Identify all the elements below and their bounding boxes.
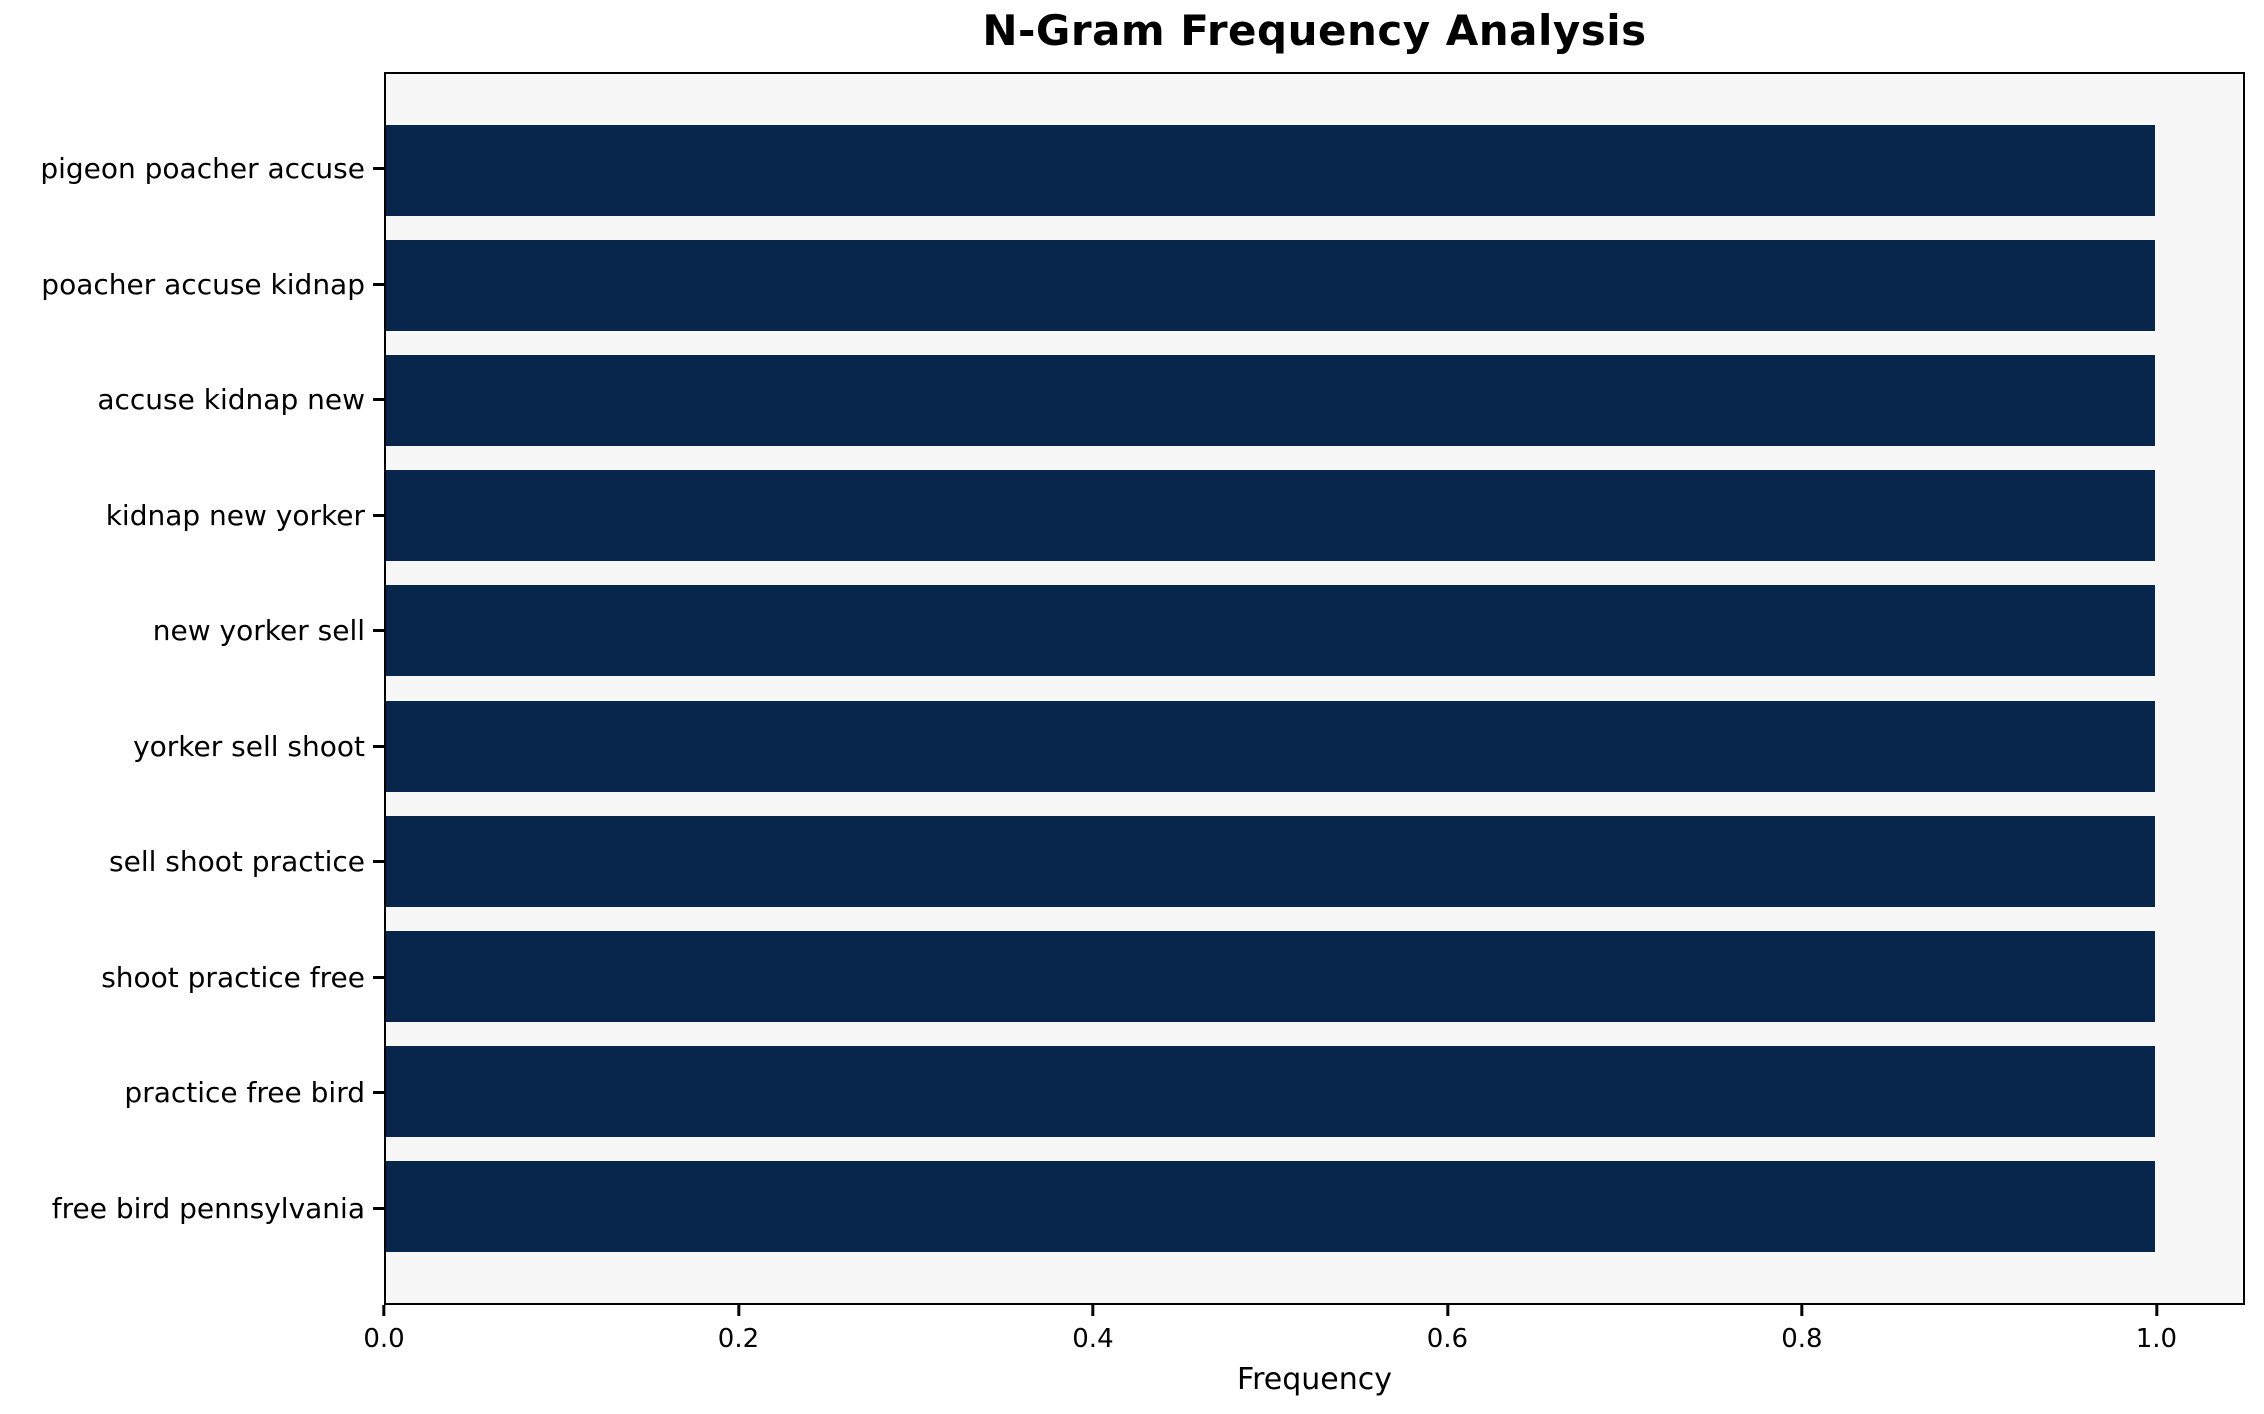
x-tick: 0.2 <box>718 1305 759 1354</box>
x-tick-mark <box>382 1305 386 1316</box>
y-axis-label: free bird pennsylvania <box>51 1191 365 1225</box>
y-tick-mark <box>373 744 384 748</box>
bar <box>386 1160 2155 1252</box>
y-tick-mark <box>373 167 384 170</box>
y-axis-row: free bird pennsylvania <box>0 1163 384 1254</box>
y-axis-row: pigeon poacher accuse <box>0 123 384 214</box>
y-axis-label: kidnap new yorker <box>105 498 365 532</box>
y-axis: pigeon poacher accuse poacher accuse kid… <box>0 72 384 1305</box>
x-tick-label: 0.6 <box>1426 1324 1469 1354</box>
bar <box>386 470 2155 562</box>
bar-row <box>386 125 2243 216</box>
x-tick-label: 1.0 <box>2135 1324 2178 1354</box>
y-axis-row: shoot practice free <box>0 932 384 1023</box>
y-axis-row: practice free bird <box>0 1047 384 1138</box>
y-axis-label: accuse kidnap new <box>97 383 365 417</box>
x-tick-mark <box>2154 1305 2158 1316</box>
bar-row <box>386 240 2243 332</box>
bar <box>386 1045 2155 1137</box>
y-tick-mark <box>373 398 384 402</box>
y-tick-mark <box>373 860 384 864</box>
plot-area <box>384 72 2245 1305</box>
x-tick: 0.0 <box>363 1305 405 1354</box>
y-tick-mark <box>373 1091 384 1095</box>
bar-row <box>386 1160 2243 1252</box>
y-tick-mark <box>373 282 384 286</box>
x-tick-mark <box>736 1305 740 1316</box>
chart-title: N-Gram Frequency Analysis <box>982 6 1647 55</box>
y-axis-label: new yorker sell <box>152 614 365 648</box>
x-tick-label: 0.2 <box>717 1324 760 1354</box>
y-axis-label: pigeon poacher accuse <box>40 152 365 185</box>
bar-row <box>386 355 2243 447</box>
x-tick-label: 0.4 <box>1072 1324 1114 1354</box>
x-tick: 0.6 <box>1427 1305 1468 1354</box>
y-tick-mark <box>373 513 384 517</box>
bar-row <box>386 585 2243 677</box>
bar-row <box>386 700 2243 792</box>
bar-row <box>386 470 2243 562</box>
bar <box>386 355 2155 447</box>
y-axis-label: yorker sell shoot <box>133 729 365 763</box>
y-tick-mark <box>373 1206 384 1210</box>
x-tick: 0.4 <box>1072 1305 1114 1354</box>
y-axis-row: new yorker sell <box>0 585 384 676</box>
y-axis-row: kidnap new yorker <box>0 470 384 561</box>
y-axis-row: accuse kidnap new <box>0 354 384 445</box>
y-axis-label: shoot practice free <box>101 960 365 994</box>
y-tick-mark <box>373 975 384 979</box>
bar-row <box>386 815 2243 907</box>
x-tick-mark <box>1091 1305 1095 1316</box>
y-axis-label: poacher accuse kidnap <box>41 267 365 301</box>
y-tick-mark <box>373 629 384 633</box>
y-axis-row: sell shoot practice <box>0 816 384 907</box>
bar <box>386 930 2155 1022</box>
x-tick-mark <box>1445 1305 1449 1316</box>
x-tick: 0.8 <box>1781 1305 1823 1354</box>
x-axis-title: Frequency <box>1237 1362 1392 1397</box>
x-axis: 0.0 0.2 0.4 0.6 0.8 1.0 <box>363 1305 2245 1375</box>
y-axis-row: poacher accuse kidnap <box>0 239 384 330</box>
x-tick: 1.0 <box>2136 1305 2177 1354</box>
y-axis-row: yorker sell shoot <box>0 701 384 792</box>
x-tick-mark <box>1800 1305 1804 1316</box>
y-axis-label: practice free bird <box>124 1076 365 1110</box>
y-axis-label: sell shoot practice <box>109 845 365 879</box>
x-tick-label: 0.8 <box>1781 1324 1823 1354</box>
bar <box>386 240 2155 332</box>
bar-row <box>386 930 2243 1022</box>
bar-row <box>386 1045 2243 1137</box>
bar <box>386 700 2155 792</box>
bar <box>386 585 2155 677</box>
x-tick-label: 0.0 <box>363 1324 405 1354</box>
bar <box>386 815 2155 907</box>
bar <box>386 125 2155 216</box>
